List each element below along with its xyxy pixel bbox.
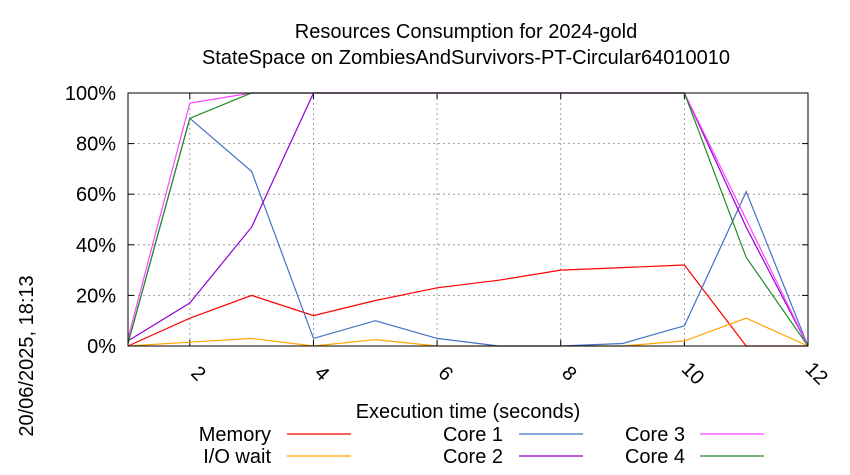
y-tick-label: 80% bbox=[76, 134, 116, 156]
legend-label-memory: Memory bbox=[199, 424, 271, 446]
series-line-core-2 bbox=[127, 92, 809, 347]
x-tick-label: 10 bbox=[677, 358, 708, 389]
series-line-memory bbox=[127, 264, 808, 347]
series-line-core-4 bbox=[127, 92, 809, 347]
y-tick-labels: 0% 20% 40% 60% 80% 100% bbox=[65, 83, 116, 358]
plot-frame bbox=[127, 92, 809, 347]
x-tick-label: 2 bbox=[186, 362, 209, 385]
chart-subtitle: StateSpace on ZombiesAndSurvivors-PT-Cir… bbox=[202, 47, 730, 69]
legend-label-core-1: Core 1 bbox=[443, 424, 503, 446]
y-tick-label: 20% bbox=[76, 285, 116, 307]
x-tick-label: 12 bbox=[801, 358, 832, 389]
x-tick-label: 8 bbox=[557, 362, 580, 385]
series-line-core-1 bbox=[127, 117, 809, 347]
y-tick-label: 40% bbox=[76, 235, 116, 257]
grid bbox=[128, 92, 809, 347]
y-tick-label: 60% bbox=[76, 184, 116, 206]
timestamp: 20/06/2025, 18:13 bbox=[16, 275, 38, 436]
y-tick-label: 100% bbox=[65, 83, 116, 105]
chart-title: Resources Consumption for 2024-gold bbox=[295, 21, 637, 43]
legend-label-core-2: Core 2 bbox=[443, 446, 503, 468]
series-line-core-3 bbox=[127, 92, 809, 347]
y-tick-label: 0% bbox=[87, 336, 116, 358]
x-tick-label: 6 bbox=[434, 362, 457, 385]
x-tick-labels: 2 4 6 8 10 12 bbox=[186, 358, 832, 389]
x-tick-label: 4 bbox=[310, 362, 333, 385]
legend-label-i-o-wait: I/O wait bbox=[203, 446, 271, 468]
legend-label-core-4: Core 4 bbox=[625, 446, 685, 468]
x-axis-label: Execution time (seconds) bbox=[356, 401, 581, 423]
series-group bbox=[127, 92, 809, 347]
legend-label-core-3: Core 3 bbox=[625, 424, 685, 446]
